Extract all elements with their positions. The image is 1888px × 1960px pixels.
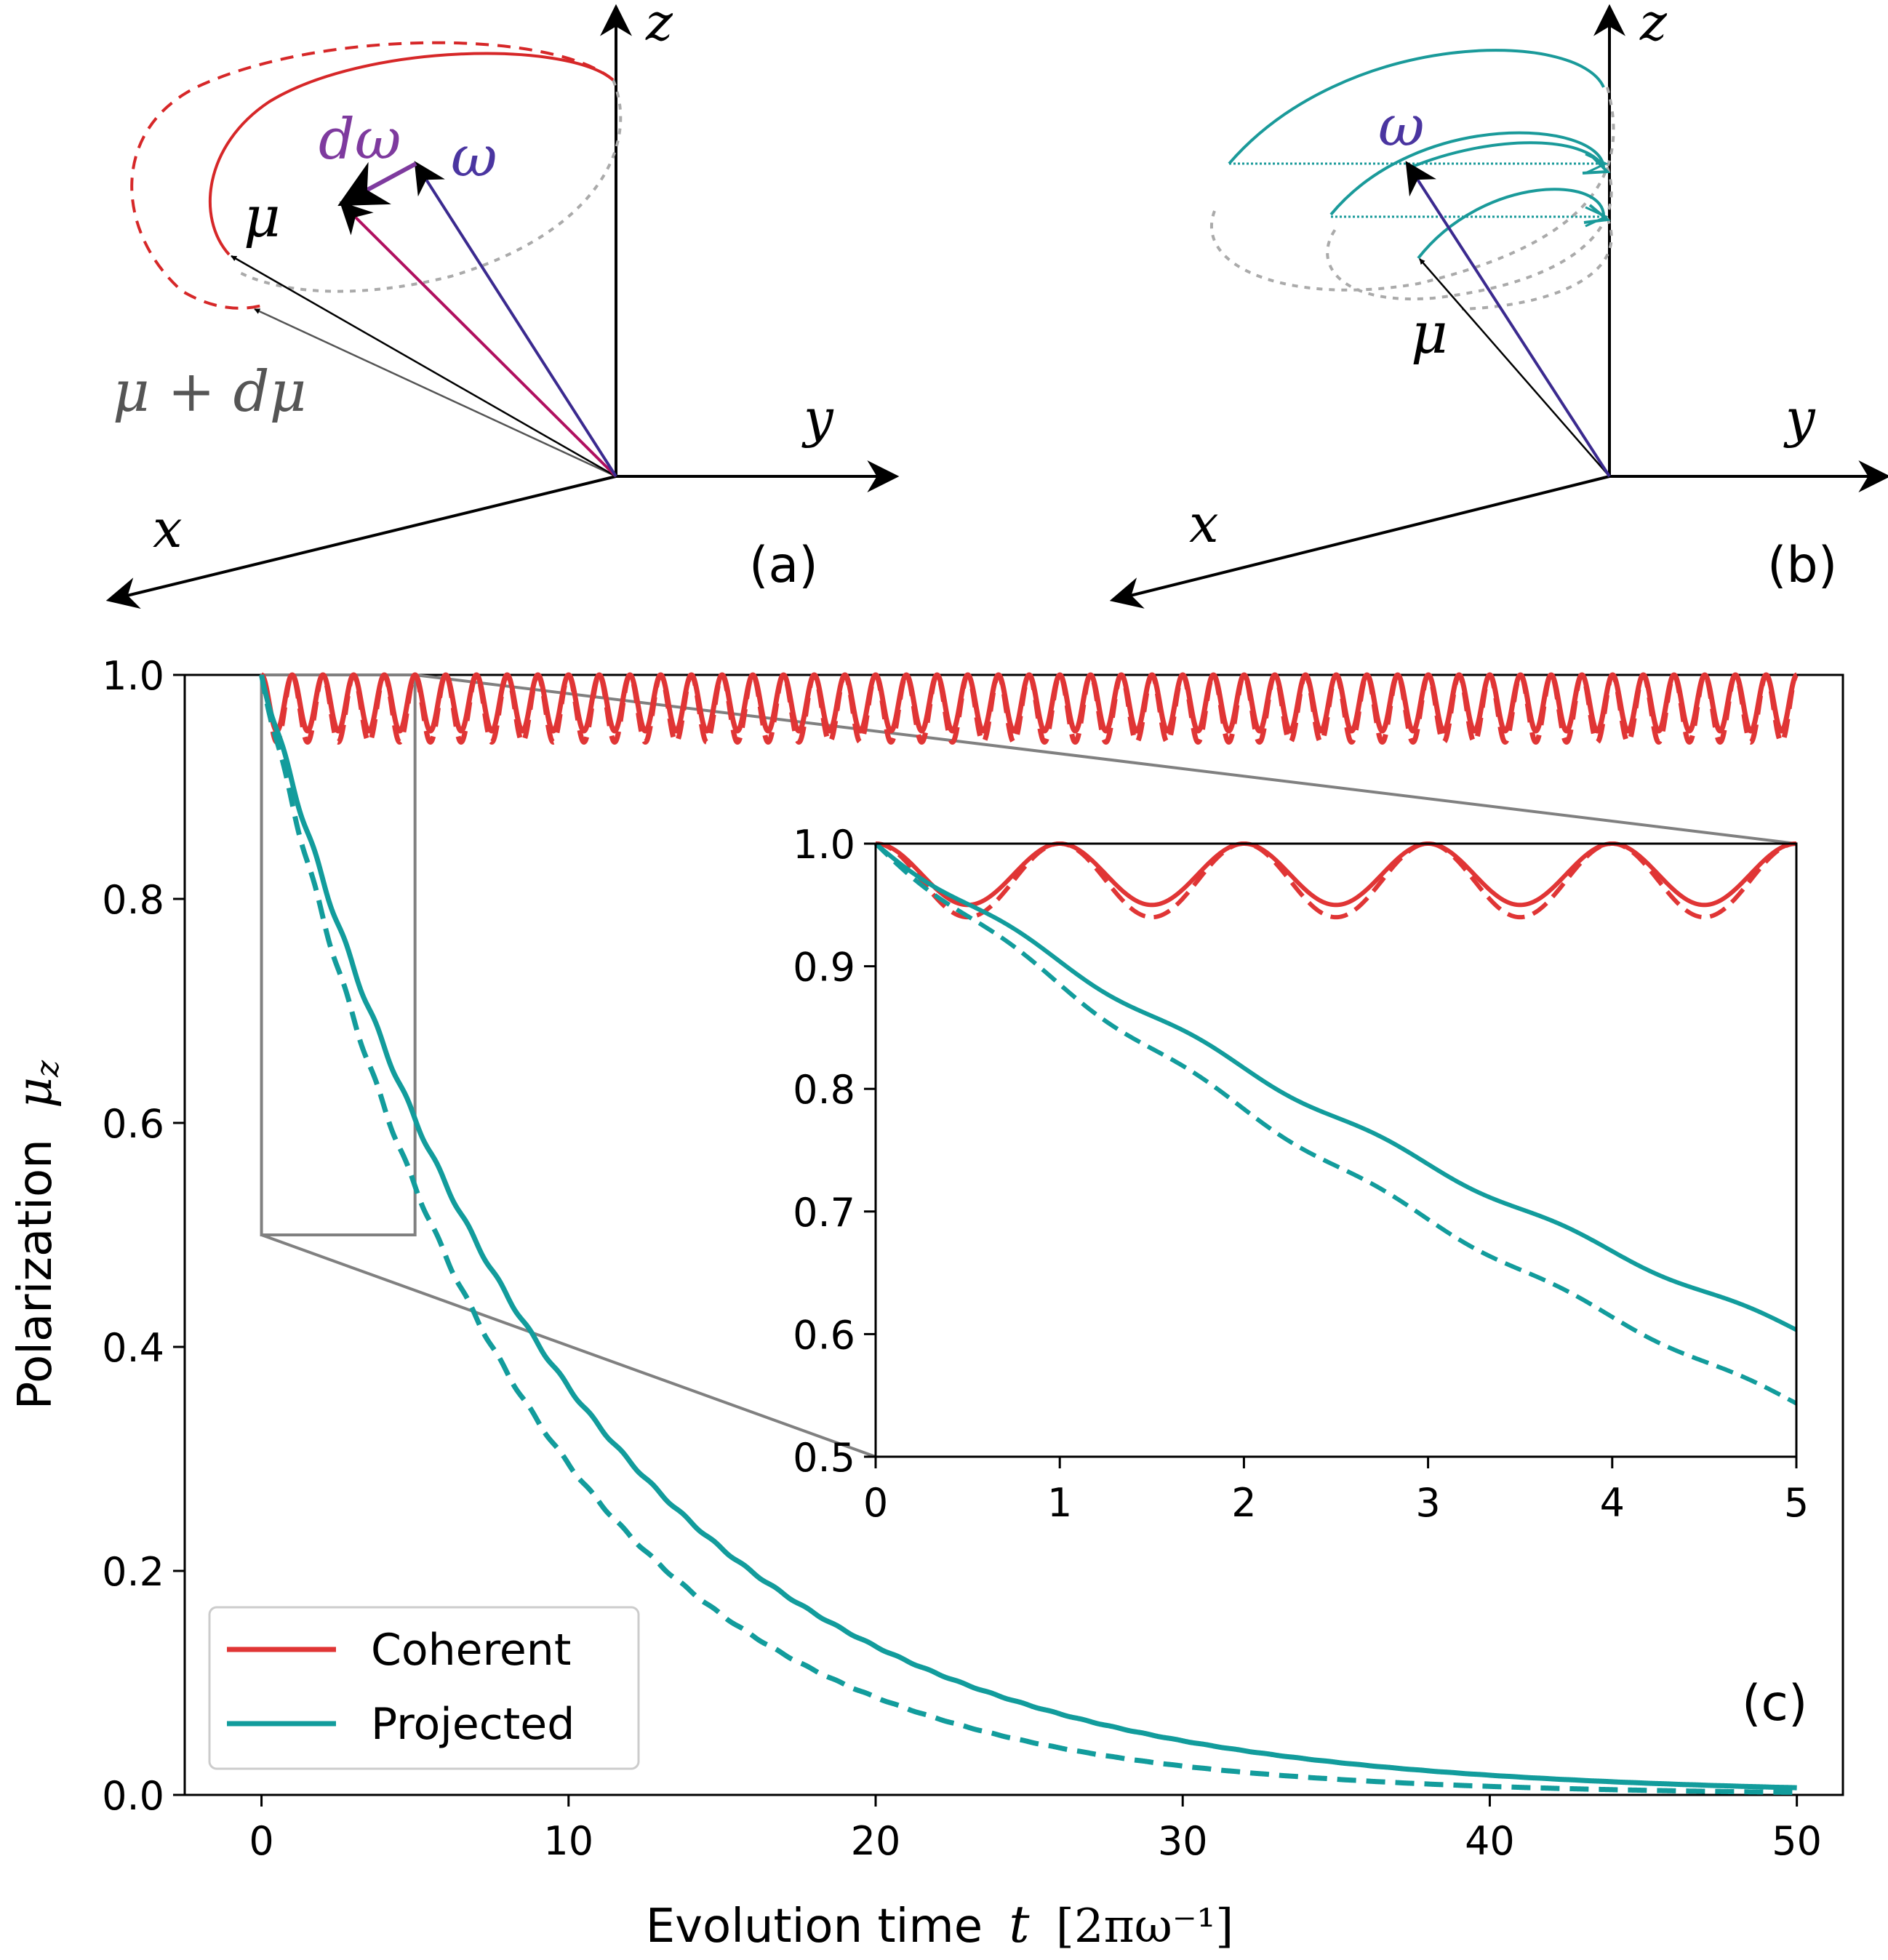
panel-a-diagram: z y x ω dω μ μ + dμ (a): [105, 0, 900, 609]
zoom-indicator: [260, 673, 1797, 1458]
inset-x-tick-label: 2: [1231, 1480, 1256, 1526]
main-x-axis-label: Evolution time t [2πω⁻¹]: [646, 1895, 1234, 1954]
panel-a-orbit-next-dashed: [130, 41, 615, 310]
panel-b-x-axis: [1109, 475, 1610, 609]
panel-b-guide-middle: [1326, 167, 1613, 301]
inset-y-tick-label: 0.9: [793, 945, 855, 991]
inset-series-projected-dashed: [873, 841, 1798, 1406]
inset-x-ticks: 0 1 2 3 4 5: [863, 1457, 1809, 1526]
main-x-tick-label: 0: [249, 1818, 273, 1864]
panel-b-guide-inner: [1461, 217, 1613, 311]
panel-a-domega-vector: [337, 161, 417, 207]
panel-b-label: (b): [1767, 537, 1837, 594]
panel-b-orbit-middle: [1329, 131, 1605, 216]
main-x-tick-label: 50: [1772, 1818, 1822, 1864]
main-y-axis-label-sub: z: [29, 1060, 66, 1078]
main-series-projected-dashed: [259, 674, 1799, 1796]
main-series-projected-solid: [259, 674, 1799, 1791]
panel-a-mu-label: μ: [244, 185, 281, 250]
main-series-coherent-dashed: [259, 672, 1799, 745]
panel-a-orbit: [209, 52, 615, 256]
main-y-tick-label: 0.8: [102, 877, 164, 923]
main-x-tick-label: 40: [1465, 1818, 1515, 1864]
main-x-axis-label-var: t: [1009, 1895, 1030, 1954]
main-plot-frame: [183, 673, 1844, 1796]
inset-series-group: [873, 841, 1798, 1406]
panel-a-x-axis: [105, 475, 617, 609]
panel-a-new-omega-vector: [339, 201, 617, 478]
main-y-axis-label: Polarization μz: [7, 1060, 66, 1409]
main-x-axis-label-unit: [2πω⁻¹]: [1056, 1900, 1233, 1953]
panel-b-orbit-arrow-2-head: [1583, 204, 1611, 224]
panel-b-orbit-outer: [1228, 49, 1605, 165]
legend: Coherent Projected: [208, 1606, 640, 1770]
main-y-tick-label: 1.0: [102, 653, 164, 699]
inset-background: [876, 844, 1796, 1457]
panel-a-mu-vector: [231, 255, 617, 478]
main-y-tick-label: 0.6: [102, 1101, 164, 1147]
legend-label-coherent: Coherent: [371, 1625, 571, 1676]
zoom-connector-upper: [415, 673, 1797, 845]
inset-x-tick-label: 3: [1415, 1480, 1440, 1526]
panel-b-x-label: x: [1189, 493, 1219, 554]
inset-x-tick-label: 4: [1600, 1480, 1625, 1526]
panel-b-projection-2-head: [1585, 206, 1609, 228]
panel-b-diagram: z y x ω μ (b): [1109, 0, 1888, 609]
inset-frame: [874, 842, 1798, 1458]
main-y-axis-label-var: μ: [7, 1077, 63, 1108]
panel-a-orbit-hidden: [239, 79, 623, 293]
panel-b-omega-label: ω: [1378, 94, 1425, 159]
main-y-tick-label: 0.4: [102, 1325, 164, 1371]
panel-a-y-label: y: [801, 388, 834, 449]
zoom-connector-lower: [260, 1233, 876, 1458]
main-plot: 0.00.20.40.60.81.0 0 10 20 30 40 50 Evolution…: [7, 653, 1844, 1954]
main-series-group: [259, 672, 1799, 1796]
main-x-tick-label: 30: [1158, 1818, 1208, 1864]
panel-a-x-label: x: [153, 498, 183, 559]
inset-y-tick-label: 0.6: [793, 1312, 855, 1358]
inset-series-projected-solid: [874, 841, 1798, 1332]
panel-a-domega-label: dω: [319, 107, 401, 172]
panel-a-omega-vector: [414, 161, 617, 478]
main-x-axis-label-prefix: Evolution time: [646, 1900, 983, 1953]
inset-y-tick-label: 0.7: [793, 1190, 855, 1236]
inset-y-tick-label: 0.8: [793, 1067, 855, 1113]
main-y-tick-label: 0.0: [102, 1773, 164, 1819]
main-y-ticks: 0.0 0.2 0.4 0.6 0.8 1.0: [102, 653, 185, 1819]
legend-label-projected: Projected: [371, 1699, 575, 1750]
inset-x-tick-label: 1: [1047, 1480, 1072, 1526]
main-y-axis-label-prefix: Polarization: [9, 1139, 63, 1409]
panel-a-z-label: z: [645, 0, 673, 52]
main-x-tick-label: 10: [543, 1818, 593, 1864]
panel-b-guide-outer: [1209, 87, 1615, 292]
main-y-tick-label: 0.2: [102, 1549, 164, 1595]
panel-b-omega-vector: [1405, 161, 1611, 478]
zoom-box: [260, 673, 417, 1236]
panel-b-projection-1-head: [1585, 153, 1609, 175]
inset-x-tick-label: 0: [863, 1480, 888, 1526]
panel-c-label: (c): [1742, 1675, 1807, 1732]
main-x-ticks: 0 10 20 30 40 50: [249, 1795, 1822, 1864]
panel-b-mu-label: μ: [1411, 301, 1448, 367]
inset-y-ticks: 0.5 0.6 0.7 0.8 0.9 1.0: [793, 822, 876, 1481]
panel-a-mu-dmu-label: μ + dμ: [113, 359, 306, 425]
panel-a-omega-label: ω: [451, 124, 497, 190]
panel-b-orbit-inner: [1417, 188, 1606, 260]
main-x-tick-label: 20: [851, 1818, 901, 1864]
inset-y-tick-label: 1.0: [793, 822, 855, 868]
panel-b-mu-vector: [1419, 258, 1610, 477]
panel-a-label: (a): [749, 537, 818, 594]
panel-a-mu-dmu-vector: [254, 308, 617, 478]
inset-x-tick-label: 5: [1784, 1480, 1809, 1526]
panel-b-y-label: y: [1783, 388, 1816, 449]
inset-plot: 0.5 0.6 0.7 0.8 0.9 1.0 0 1 2 3 4 5: [793, 822, 1809, 1526]
inset-y-tick-label: 0.5: [793, 1435, 855, 1481]
panel-b-z-label: z: [1639, 0, 1668, 52]
inset-series-coherent-dashed: [874, 841, 1798, 920]
